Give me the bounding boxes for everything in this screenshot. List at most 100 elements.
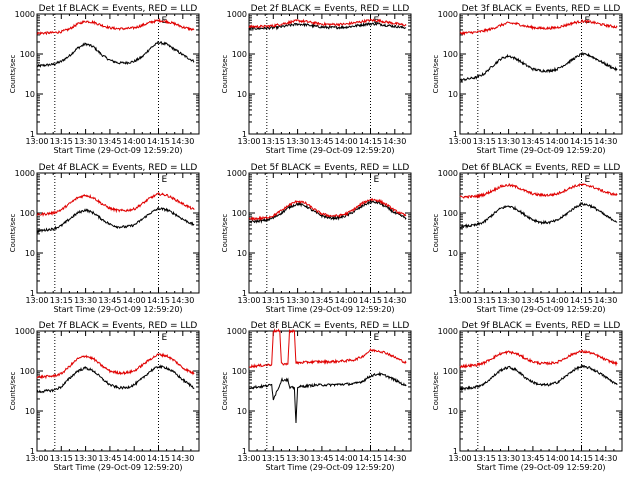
- x-tick-label: 14:00: [335, 454, 358, 463]
- events-series-line: [459, 51, 618, 83]
- x-tick-label: 13:15: [50, 137, 73, 146]
- x-axis-label: Start Time (29-Oct-09 12:59:20): [476, 305, 605, 314]
- panel-title: Det 5f BLACK = Events, RED = LLD: [251, 163, 410, 173]
- y-tick-label: 1: [30, 289, 35, 298]
- y-tick-label: 1: [242, 447, 247, 456]
- x-tick-label: 14:30: [594, 454, 617, 463]
- detector-panel-6: Det 6f BLACK = Events, RED = LLD 1 10 100 10…: [432, 163, 623, 314]
- x-axis-label: Start Time (29-Oct-09 12:59:20): [265, 463, 394, 472]
- panel-title: Det 4f BLACK = Events, RED = LLD: [39, 163, 198, 173]
- x-tick-label: 14:00: [123, 296, 146, 305]
- panel-title: Det 3f BLACK = Events, RED = LLD: [462, 4, 621, 14]
- x-tick-label: 14:30: [383, 137, 406, 146]
- y-tick-label: 1: [242, 289, 247, 298]
- x-tick-label: 14:30: [383, 454, 406, 463]
- lld-series-line: [36, 17, 195, 36]
- y-tick-label: 1000: [15, 327, 35, 336]
- y-tick-label: 10: [237, 249, 247, 258]
- y-tick-label: 1000: [227, 327, 247, 336]
- x-tick-label: 13:15: [262, 454, 285, 463]
- y-tick-label: 10: [448, 249, 458, 258]
- x-tick-label: 13:15: [262, 296, 285, 305]
- marker-label: E: [585, 333, 591, 343]
- plot-frame: [36, 172, 200, 294]
- y-tick-label: 1: [453, 447, 458, 456]
- marker-label: E: [162, 333, 168, 343]
- x-tick-label: 14:15: [359, 454, 382, 463]
- lld-series-line: [248, 328, 407, 369]
- y-tick-label: 10: [25, 249, 35, 258]
- events-series-line: [248, 371, 407, 424]
- x-tick-label: 13:15: [473, 137, 496, 146]
- x-tick-label: 14:30: [383, 296, 406, 305]
- x-tick-label: 13:45: [310, 137, 333, 146]
- panel-title: Det 1f BLACK = Events, RED = LLD: [39, 4, 198, 14]
- detector-panel-8: Det 8f BLACK = Events, RED = LLD 1 10 100 10…: [221, 321, 412, 472]
- marker-label: E: [374, 175, 380, 185]
- y-tick-label: 1: [453, 289, 458, 298]
- x-tick-label: 13:15: [473, 296, 496, 305]
- x-tick-label: 13:15: [50, 454, 73, 463]
- x-tick-label: 14:15: [147, 296, 170, 305]
- y-tick-label: 100: [20, 50, 35, 59]
- plot-frame: [459, 330, 623, 452]
- x-tick-label: 14:15: [570, 454, 593, 463]
- x-tick-label: 13:45: [310, 296, 333, 305]
- plot-frame: [36, 330, 200, 452]
- detector-panel-7: Det 7f BLACK = Events, RED = LLD 1 10 100 10…: [9, 321, 200, 472]
- y-axis-label: Counts/sec: [221, 214, 229, 253]
- detector-panel-3: Det 3f BLACK = Events, RED = LLD 1 10 100 10…: [432, 4, 623, 155]
- x-tick-label: 13:30: [286, 137, 309, 146]
- x-tick-label: 13:00: [448, 137, 471, 146]
- y-tick-label: 100: [20, 367, 35, 376]
- x-axis-label: Start Time (29-Oct-09 12:59:20): [53, 305, 182, 314]
- x-tick-label: 13:30: [74, 137, 97, 146]
- x-tick-label: 14:30: [171, 137, 194, 146]
- y-tick-label: 100: [232, 50, 247, 59]
- y-axis-label: Counts/sec: [9, 55, 17, 94]
- x-tick-label: 13:30: [497, 454, 520, 463]
- x-tick-label: 13:00: [25, 137, 48, 146]
- x-tick-label: 14:00: [546, 454, 569, 463]
- x-tick-label: 13:00: [448, 454, 471, 463]
- y-tick-label: 100: [443, 367, 458, 376]
- plot-frame: [248, 330, 412, 452]
- y-tick-label: 10: [237, 407, 247, 416]
- y-tick-label: 100: [443, 50, 458, 59]
- panel-title: Det 9f BLACK = Events, RED = LLD: [462, 321, 621, 331]
- detector-panel-2: Det 2f BLACK = Events, RED = LLD 1 10 100 10…: [221, 4, 412, 155]
- x-tick-label: 13:00: [25, 296, 48, 305]
- plot-frame: [248, 172, 412, 294]
- lld-series-line: [248, 197, 407, 222]
- y-tick-label: 100: [20, 209, 35, 218]
- events-series-line: [248, 200, 407, 224]
- lld-series-line: [36, 192, 195, 217]
- marker-label: E: [162, 175, 168, 185]
- x-tick-label: 13:30: [74, 454, 97, 463]
- y-tick-label: 1000: [438, 10, 458, 19]
- x-tick-label: 13:00: [448, 296, 471, 305]
- x-axis-label: Start Time (29-Oct-09 12:59:20): [476, 463, 605, 472]
- x-tick-label: 13:15: [50, 296, 73, 305]
- y-tick-label: 1: [453, 130, 458, 139]
- y-tick-label: 100: [232, 209, 247, 218]
- events-series-line: [459, 364, 618, 392]
- y-axis-label: Counts/sec: [221, 372, 229, 411]
- y-axis-label: Counts/sec: [432, 214, 440, 253]
- x-tick-label: 13:30: [497, 296, 520, 305]
- x-tick-label: 14:00: [123, 137, 146, 146]
- y-axis-label: Counts/sec: [432, 55, 440, 94]
- x-tick-label: 14:15: [570, 296, 593, 305]
- x-tick-label: 14:00: [546, 296, 569, 305]
- y-tick-label: 1000: [15, 10, 35, 19]
- panel-title: Det 8f BLACK = Events, RED = LLD: [251, 321, 410, 331]
- y-tick-label: 1000: [438, 169, 458, 178]
- y-axis-label: Counts/sec: [221, 55, 229, 94]
- lld-series-line: [459, 349, 618, 369]
- y-tick-label: 10: [25, 407, 35, 416]
- x-tick-label: 13:15: [262, 137, 285, 146]
- x-tick-label: 13:30: [286, 454, 309, 463]
- detector-panel-4: Det 4f BLACK = Events, RED = LLD 1 10 100 10…: [9, 163, 200, 314]
- x-tick-label: 13:00: [237, 296, 260, 305]
- x-tick-label: 13:00: [237, 137, 260, 146]
